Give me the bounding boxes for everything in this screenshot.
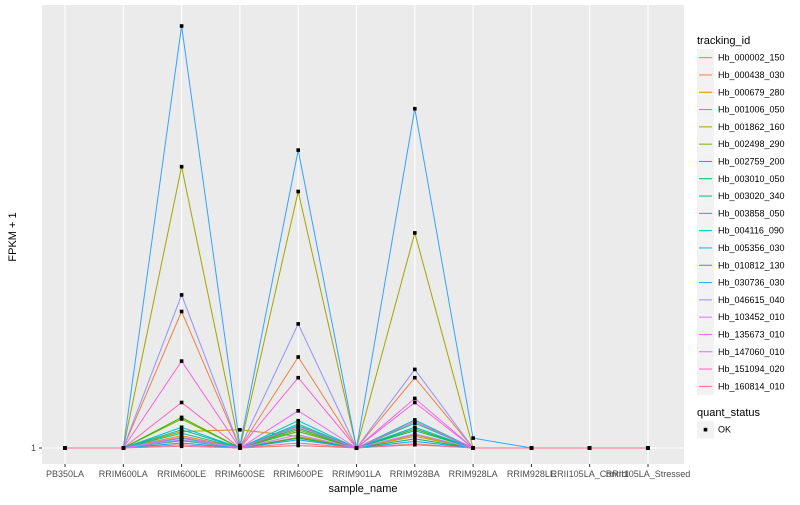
- legend: tracking_id Hb_000002_150Hb_000438_030Hb…: [697, 35, 785, 439]
- legend-label: Hb_003020_340: [718, 191, 785, 201]
- data-point: [296, 148, 300, 152]
- data-point: [471, 446, 475, 450]
- legend-shape-key: [703, 427, 708, 432]
- legend-label: Hb_000002_150: [718, 53, 785, 63]
- y-tick-label: 1: [31, 443, 36, 453]
- legend-items: Hb_000002_150 Hb_000438_030 Hb_000679_280 H…: [697, 49, 785, 395]
- legend-label: Hb_160814_010: [718, 381, 785, 391]
- legend-label: Hb_010812_130: [718, 260, 785, 270]
- data-point: [413, 442, 417, 447]
- x-tick-label: RRIM600SE: [215, 469, 265, 479]
- data-point: [179, 24, 184, 28]
- data-point: [179, 400, 184, 405]
- data-point: [179, 441, 184, 445]
- legend-label: Hb_147060_010: [718, 347, 785, 357]
- legend-label: Hb_000438_030: [718, 70, 785, 80]
- data-point: [529, 446, 534, 450]
- legend-label: Hb_002759_200: [718, 156, 785, 166]
- x-tick-label: PB350LA: [46, 469, 84, 479]
- legend-label: Hb_002498_290: [718, 139, 785, 149]
- legend-label: Hb_001006_050: [718, 105, 785, 115]
- data-point: [296, 433, 300, 437]
- data-point: [179, 293, 184, 297]
- data-point: [413, 425, 417, 430]
- x-tick-label: RRIM600LA: [99, 469, 148, 479]
- data-point: [296, 355, 300, 359]
- legend-label: Hb_000679_280: [718, 87, 785, 97]
- data-point: [296, 429, 300, 434]
- data-point: [646, 446, 650, 450]
- x-tick-label: RRII105LA_Control: [551, 469, 629, 479]
- data-point: [413, 396, 417, 401]
- legend-title: tracking_id: [697, 35, 750, 47]
- data-point: [587, 446, 592, 450]
- legend-label: Hb_151094_020: [718, 364, 785, 374]
- x-tick-label: RRII105LA_Stressed: [606, 469, 691, 479]
- data-point: [413, 375, 417, 380]
- data-point: [179, 425, 184, 430]
- data-point: [296, 441, 300, 445]
- data-point: [296, 437, 300, 442]
- data-point: [296, 409, 300, 413]
- data-point: [413, 419, 417, 424]
- data-point: [296, 424, 300, 429]
- data-point: [296, 418, 300, 423]
- data-point: [238, 443, 242, 448]
- data-point: [413, 437, 417, 441]
- data-point: [179, 415, 184, 420]
- data-point: [121, 446, 126, 450]
- x-axis-ticks: PB350LA RRIM600LA RRIM600LE RRIM600SE RRIM60…: [46, 464, 690, 479]
- x-tick-label: RRIM928LE: [507, 469, 556, 479]
- data-point: [179, 164, 184, 169]
- legend-label: Hb_003858_050: [718, 208, 785, 218]
- gridlines: [42, 5, 684, 464]
- data-point: [413, 439, 417, 444]
- legend-label: Hb_103452_010: [718, 312, 785, 322]
- data-point: [238, 428, 242, 432]
- data-point: [296, 443, 300, 448]
- x-tick-label: RRIM600PE: [273, 469, 323, 479]
- plot-panel: [42, 5, 684, 464]
- data-point: [179, 437, 184, 442]
- data-point: [413, 428, 417, 433]
- data-point: [413, 400, 417, 405]
- y-axis-title: FPKM + 1: [7, 212, 19, 261]
- x-tick-label: RRIM928LA: [449, 469, 498, 479]
- legend-label: Hb_003010_050: [718, 174, 785, 184]
- legend-label: Hb_135673_010: [718, 329, 785, 339]
- x-tick-label: RRIM928BA: [390, 469, 440, 479]
- y-axis-ticks: 1: [31, 443, 42, 453]
- data-point: [471, 436, 475, 440]
- x-tick-label: RRIM901LA: [332, 469, 381, 479]
- data-point: [296, 375, 300, 380]
- legend-label: Hb_001862_160: [718, 122, 785, 132]
- data-point: [179, 431, 184, 435]
- data-point: [354, 446, 359, 450]
- data-points: [63, 24, 650, 450]
- data-point: [63, 446, 67, 450]
- data-point: [179, 309, 184, 314]
- data-point: [413, 231, 417, 235]
- data-point: [296, 189, 300, 194]
- legend-shape-title: quant_status: [697, 407, 760, 419]
- data-point: [179, 428, 184, 432]
- data-point: [238, 446, 242, 450]
- data-point: [179, 435, 184, 439]
- legend-label: Hb_030736_030: [718, 278, 785, 288]
- x-tick-label: RRIM600LE: [157, 469, 206, 479]
- data-point: [413, 432, 417, 436]
- x-axis-title: sample_name: [328, 483, 397, 495]
- data-point: [179, 444, 184, 449]
- legend-label: Hb_046615_040: [718, 295, 785, 305]
- legend-shape-items: OK: [697, 421, 731, 439]
- legend-shape-label: OK: [718, 425, 731, 435]
- legend-label: Hb_004116_090: [718, 226, 784, 236]
- legend-label: Hb_005356_030: [718, 243, 785, 253]
- data-point: [413, 106, 417, 111]
- data-point: [296, 322, 300, 326]
- data-point: [413, 367, 417, 372]
- data-point: [179, 359, 184, 363]
